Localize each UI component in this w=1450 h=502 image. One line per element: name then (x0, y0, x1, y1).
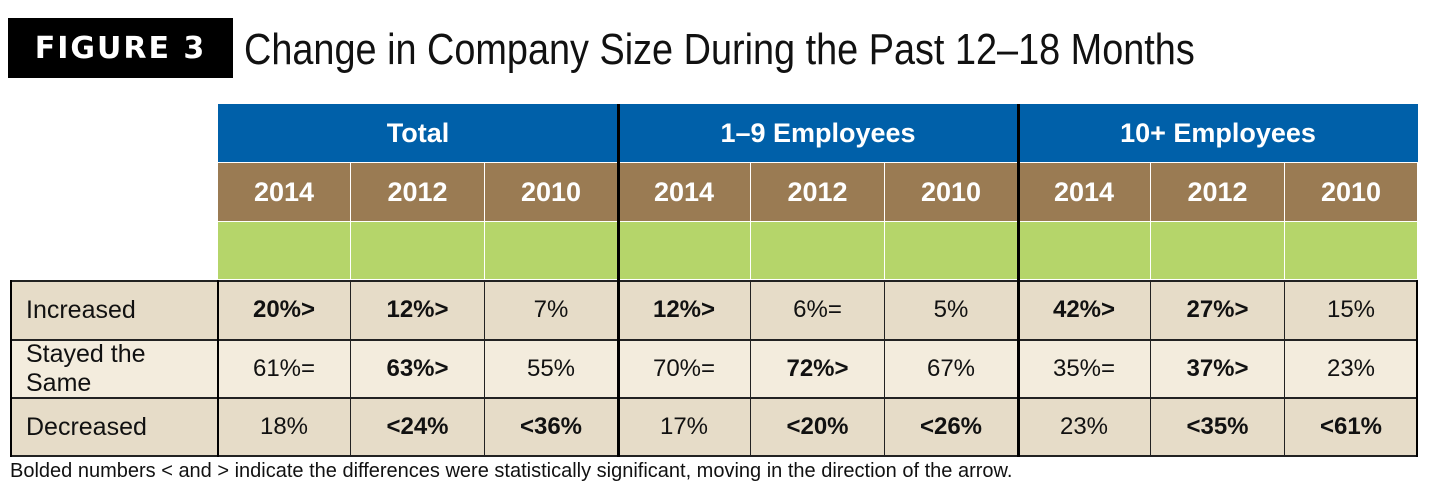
row-label: Increased (10, 281, 218, 339)
year-header: 2012 (1151, 163, 1285, 221)
table-cell: 20%> (218, 281, 351, 339)
row-divider (10, 455, 1418, 457)
group-header: Total (218, 104, 618, 162)
group-header: 1–9 Employees (618, 104, 1018, 162)
table-cell: 23% (1018, 398, 1151, 456)
table-cell: <26% (885, 398, 1018, 456)
legend-band-cell (1018, 222, 1151, 279)
year-header: 2010 (1285, 163, 1418, 221)
table-cell: <61% (1285, 398, 1418, 456)
legend-band-cell (1285, 222, 1418, 279)
table-cell: <36% (485, 398, 618, 456)
year-header: 2010 (885, 163, 1018, 221)
table-cell: 12%> (618, 281, 751, 339)
table-cell: <35% (1151, 398, 1285, 456)
figure-title: Change in Company Size During the Past 1… (244, 25, 1195, 74)
table-cell: 23% (1285, 340, 1418, 398)
table-cell: 27%> (1151, 281, 1285, 339)
legend-band-cell (351, 222, 485, 279)
row-label: Decreased (10, 398, 218, 456)
figure-badge: FIGURE 3 (8, 18, 233, 78)
table-cell: 70%= (618, 340, 751, 398)
row-divider (10, 339, 1418, 341)
year-header: 2014 (218, 163, 351, 221)
table-cell: 55% (485, 340, 618, 398)
year-header: 2012 (351, 163, 485, 221)
legend-band-cell (485, 222, 618, 279)
year-header: 2010 (485, 163, 618, 221)
table-cell: 12%> (351, 281, 485, 339)
table-cell: 61%= (218, 340, 351, 398)
label-column-divider (217, 280, 219, 457)
year-header: 2014 (618, 163, 751, 221)
table-cell: 67% (885, 340, 1018, 398)
group-header: 10+ Employees (1018, 104, 1418, 162)
table-cell: 63%> (351, 340, 485, 398)
table-left-border (10, 280, 12, 457)
legend-band-cell (1151, 222, 1285, 279)
table-cell: 72%> (751, 340, 885, 398)
footnote: Bolded numbers < and > indicate the diff… (10, 460, 1013, 482)
table-cell: 35%= (1018, 340, 1151, 398)
table-cell: 15% (1285, 281, 1418, 339)
table-cell: <20% (751, 398, 885, 456)
table-cell: 6%= (751, 281, 885, 339)
table-cell: <24% (351, 398, 485, 456)
legend-band-cell (218, 222, 351, 279)
row-divider (10, 280, 1418, 282)
row-divider (10, 397, 1418, 399)
legend-band-cell (751, 222, 885, 279)
legend-band-cell (618, 222, 751, 279)
legend-band-cell (885, 222, 1018, 279)
table-cell: 17% (618, 398, 751, 456)
table-cell: 5% (885, 281, 1018, 339)
table-cell: 18% (218, 398, 351, 456)
group-divider (1017, 104, 1020, 457)
row-label: Stayed the Same (10, 340, 218, 398)
group-divider (617, 104, 620, 457)
table-right-border (1416, 280, 1418, 457)
table-cell: 37%> (1151, 340, 1285, 398)
table-cell: 42%> (1018, 281, 1151, 339)
year-header: 2014 (1018, 163, 1151, 221)
table-cell: 7% (485, 281, 618, 339)
year-header: 2012 (751, 163, 885, 221)
